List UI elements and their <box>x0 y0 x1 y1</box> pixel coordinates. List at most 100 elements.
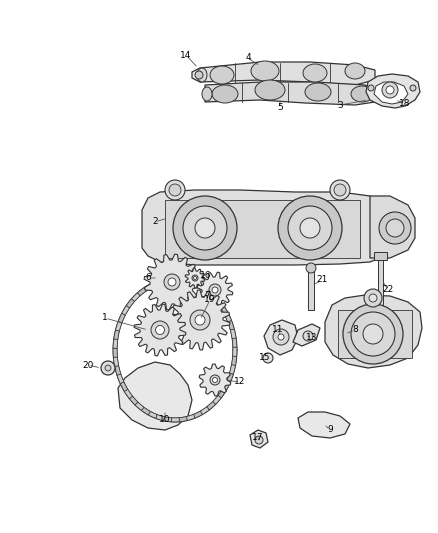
Polygon shape <box>366 74 420 108</box>
Polygon shape <box>200 407 209 415</box>
Polygon shape <box>205 82 380 105</box>
Circle shape <box>386 86 394 94</box>
Circle shape <box>151 321 169 339</box>
Polygon shape <box>192 68 206 82</box>
Polygon shape <box>233 348 237 357</box>
Polygon shape <box>113 348 117 357</box>
Polygon shape <box>170 290 230 350</box>
Circle shape <box>334 184 346 196</box>
Circle shape <box>386 219 404 237</box>
Circle shape <box>263 353 273 363</box>
Circle shape <box>105 365 111 371</box>
Polygon shape <box>115 366 121 375</box>
Polygon shape <box>374 82 408 104</box>
Circle shape <box>288 206 332 250</box>
Text: 10: 10 <box>159 416 171 424</box>
Circle shape <box>255 436 263 444</box>
Polygon shape <box>203 287 212 295</box>
Polygon shape <box>172 418 179 422</box>
Circle shape <box>183 206 227 250</box>
Text: 20: 20 <box>82 360 94 369</box>
Circle shape <box>343 304 403 364</box>
Polygon shape <box>156 415 165 421</box>
Polygon shape <box>113 339 118 349</box>
Polygon shape <box>138 288 146 296</box>
Polygon shape <box>230 329 236 339</box>
Polygon shape <box>134 304 186 356</box>
Polygon shape <box>232 338 237 348</box>
Circle shape <box>382 82 398 98</box>
Ellipse shape <box>305 83 331 101</box>
Text: 12: 12 <box>234 377 246 386</box>
Polygon shape <box>118 362 192 430</box>
Ellipse shape <box>255 80 285 100</box>
Circle shape <box>190 310 210 330</box>
Polygon shape <box>298 412 350 438</box>
Text: 6: 6 <box>145 273 151 282</box>
Circle shape <box>303 331 313 341</box>
Polygon shape <box>228 321 234 330</box>
Ellipse shape <box>197 68 207 82</box>
Text: 19: 19 <box>204 295 216 304</box>
Ellipse shape <box>212 85 238 103</box>
Polygon shape <box>209 292 218 301</box>
Polygon shape <box>159 279 167 284</box>
Text: 22: 22 <box>382 286 394 295</box>
Polygon shape <box>226 373 233 383</box>
Circle shape <box>351 312 395 356</box>
Circle shape <box>164 274 180 290</box>
Polygon shape <box>200 62 375 85</box>
Text: 5: 5 <box>277 103 283 112</box>
Polygon shape <box>129 396 138 405</box>
Polygon shape <box>194 411 202 418</box>
Circle shape <box>212 287 218 293</box>
Text: 21: 21 <box>316 276 328 285</box>
Polygon shape <box>126 299 134 308</box>
Text: 17: 17 <box>252 433 264 442</box>
Circle shape <box>195 218 215 238</box>
Polygon shape <box>148 411 157 418</box>
Polygon shape <box>114 330 119 340</box>
Polygon shape <box>122 306 130 315</box>
Text: 16: 16 <box>200 271 212 280</box>
Polygon shape <box>232 356 237 366</box>
Polygon shape <box>124 389 132 399</box>
Polygon shape <box>223 381 230 391</box>
Polygon shape <box>199 364 231 396</box>
Ellipse shape <box>251 61 279 81</box>
Ellipse shape <box>202 87 212 101</box>
Circle shape <box>410 85 416 91</box>
Polygon shape <box>218 389 226 398</box>
Circle shape <box>369 294 377 302</box>
Polygon shape <box>118 313 125 323</box>
Polygon shape <box>207 401 215 410</box>
Text: 8: 8 <box>352 326 358 335</box>
Circle shape <box>168 278 176 286</box>
Polygon shape <box>378 258 383 318</box>
Polygon shape <box>213 395 221 405</box>
Polygon shape <box>174 278 182 282</box>
Circle shape <box>194 277 197 279</box>
Circle shape <box>306 263 316 273</box>
Circle shape <box>165 180 185 200</box>
Circle shape <box>330 180 350 200</box>
Circle shape <box>155 326 165 335</box>
Circle shape <box>210 375 220 385</box>
Polygon shape <box>179 417 187 422</box>
Ellipse shape <box>345 63 365 79</box>
Polygon shape <box>374 252 387 260</box>
Circle shape <box>364 289 382 307</box>
Polygon shape <box>197 272 233 308</box>
Text: 3: 3 <box>337 101 343 109</box>
Polygon shape <box>142 190 390 265</box>
Text: 15: 15 <box>259 353 271 362</box>
Polygon shape <box>230 365 236 374</box>
Text: 13: 13 <box>306 334 318 343</box>
Circle shape <box>278 196 342 260</box>
Polygon shape <box>152 280 160 287</box>
Polygon shape <box>167 278 175 282</box>
Circle shape <box>195 315 205 325</box>
Polygon shape <box>325 295 422 368</box>
Circle shape <box>363 324 383 344</box>
Polygon shape <box>120 382 128 391</box>
